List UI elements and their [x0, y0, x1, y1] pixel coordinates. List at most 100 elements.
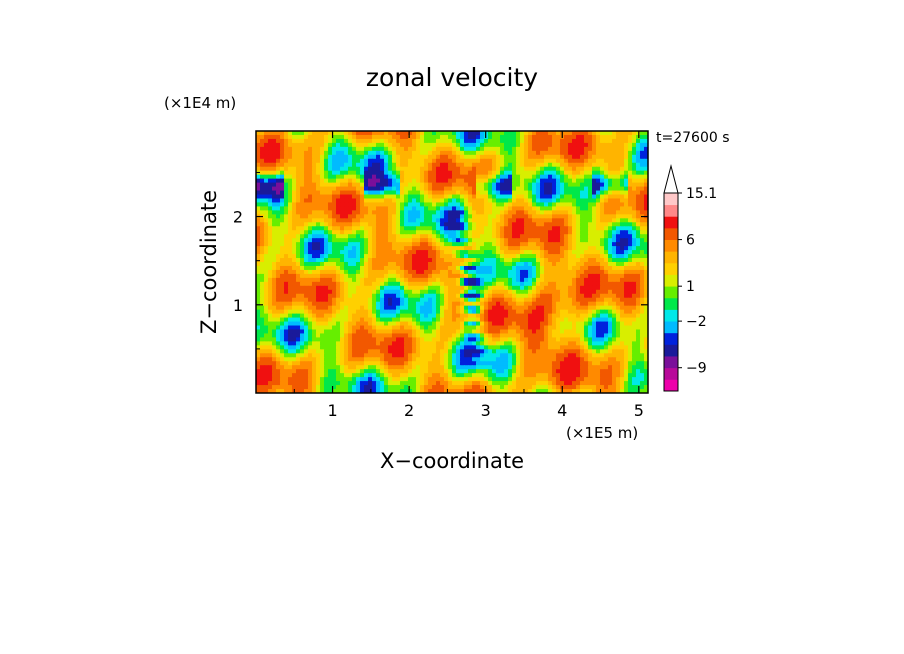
contour-cell — [584, 273, 589, 279]
contour-cell — [316, 281, 321, 287]
contour-cell — [332, 146, 337, 152]
contour-cell — [460, 313, 465, 319]
contour-cell — [612, 206, 617, 211]
contour-cell — [508, 269, 513, 275]
contour-cell — [632, 242, 637, 247]
contour-cell — [336, 178, 341, 184]
contour-cell — [392, 269, 397, 275]
contour-cell — [484, 321, 489, 327]
contour-cell — [568, 198, 573, 204]
contour-cell — [540, 214, 545, 219]
contour-cell — [424, 281, 429, 287]
contour-cell — [364, 162, 369, 168]
contour-cell — [588, 190, 593, 196]
contour-cell — [640, 138, 645, 144]
contour-cell — [436, 293, 441, 299]
contour-cell — [636, 269, 641, 275]
contour-cell — [492, 210, 497, 215]
contour-cell — [352, 258, 357, 263]
contour-cell — [328, 194, 333, 200]
contour-cell — [428, 178, 433, 184]
contour-cell — [460, 273, 465, 279]
contour-cell — [504, 194, 509, 200]
contour-cell — [620, 258, 625, 263]
contour-cell — [448, 285, 453, 291]
contour-cell — [424, 154, 429, 160]
contour-cell — [620, 325, 625, 331]
contour-cell — [348, 146, 353, 152]
contour-cell — [380, 285, 385, 291]
contour-cell — [416, 170, 421, 176]
contour-cell — [612, 273, 617, 279]
contour-cell — [528, 230, 533, 235]
contour-cell — [492, 269, 497, 275]
contour-cell — [572, 238, 577, 243]
contour-cell — [612, 210, 617, 215]
contour-cell — [344, 246, 349, 251]
contour-cell — [616, 194, 621, 200]
contour-cell — [416, 250, 421, 255]
contour-cell — [644, 293, 648, 299]
contour-cell — [344, 194, 349, 200]
contour-cell — [644, 131, 648, 136]
contour-cell — [420, 258, 425, 263]
contour-cell — [436, 142, 441, 148]
contour-cell — [260, 222, 265, 227]
contour-cell — [340, 178, 345, 184]
contour-cell — [300, 309, 305, 315]
contour-cell — [344, 222, 349, 227]
contour-cell — [508, 301, 513, 307]
contour-cell — [372, 210, 377, 215]
contour-cell — [320, 309, 325, 315]
contour-cell — [372, 134, 377, 140]
contour-cell — [460, 226, 465, 231]
contour-cell — [508, 194, 513, 200]
contour-cell — [348, 198, 353, 204]
contour-cell — [288, 246, 293, 251]
contour-cell — [340, 285, 345, 291]
contour-cell — [624, 254, 629, 259]
contour-cell — [624, 258, 629, 263]
contour-cell — [368, 202, 373, 208]
contour-cell — [336, 317, 341, 323]
contour-cell — [412, 273, 417, 279]
contour-cell — [372, 166, 377, 172]
contour-cell — [260, 162, 265, 168]
contour-cell — [284, 273, 289, 279]
contour-cell — [336, 285, 341, 291]
contour-cell — [276, 317, 281, 323]
contour-cell — [380, 265, 385, 271]
contour-cell — [272, 170, 277, 176]
contour-cell — [604, 309, 609, 315]
contour-cell — [456, 134, 461, 140]
contour-cell — [568, 194, 573, 200]
contour-cell — [336, 321, 341, 327]
contour-cell — [268, 301, 273, 307]
contour-cell — [276, 285, 281, 291]
contour-cell — [408, 277, 413, 283]
contour-cell — [296, 158, 301, 164]
contour-cell — [352, 238, 357, 243]
contour-cell — [528, 313, 533, 319]
contour-cell — [404, 289, 409, 295]
contour-cell — [560, 182, 565, 188]
contour-cell — [352, 170, 357, 176]
contour-cell — [416, 214, 421, 219]
contour-cell — [616, 178, 621, 184]
contour-cell — [596, 138, 601, 144]
contour-cell — [600, 293, 605, 299]
contour-cell — [484, 226, 489, 231]
contour-cell — [596, 254, 601, 259]
contour-cell — [512, 150, 517, 156]
contour-cell — [580, 170, 585, 176]
contour-cell — [500, 146, 505, 152]
contour-cell — [404, 265, 409, 271]
contour-cell — [324, 170, 329, 176]
contour-cell — [472, 309, 477, 315]
contour-cell — [552, 313, 557, 319]
contour-cell — [644, 198, 648, 204]
contour-cell — [504, 166, 509, 172]
contour-cell — [628, 297, 633, 303]
contour-cell — [536, 277, 541, 283]
contour-cell — [568, 293, 573, 299]
